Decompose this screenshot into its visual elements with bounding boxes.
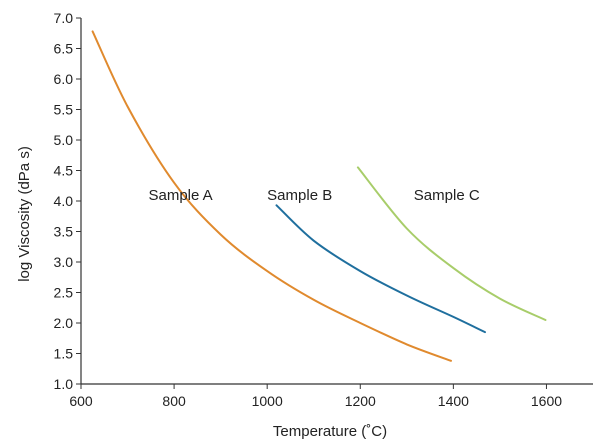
x-tick-label: 600 (69, 393, 93, 409)
y-tick-label: 2.5 (54, 285, 74, 301)
x-tick-label: 1000 (252, 393, 283, 409)
series-label-3: Sample C (414, 187, 480, 204)
y-tick-label: 3.5 (54, 224, 74, 240)
y-tick-label: 7.0 (54, 10, 74, 26)
y-tick-label: 5.5 (54, 102, 74, 118)
x-axis-title: Temperature (˚C) (273, 423, 387, 440)
series-labels: Sample A Sample B Sample C (148, 187, 479, 204)
y-tick-label: 5.0 (54, 132, 74, 148)
series-line-2 (275, 204, 486, 334)
x-tick-label: 1200 (345, 393, 376, 409)
y-tick-label: 4.0 (54, 193, 74, 209)
x-tick-label: 1400 (438, 393, 469, 409)
series-line-3 (356, 166, 547, 321)
y-tick-label: 3.0 (54, 254, 74, 270)
y-tick-label: 6.0 (54, 71, 74, 87)
y-tick-label: 6.5 (54, 41, 74, 57)
y-tick-label: 1.5 (54, 346, 74, 362)
y-tick-label: 2.0 (54, 315, 74, 331)
series-label-1: Sample A (148, 187, 212, 204)
series-label-2: Sample B (267, 187, 332, 204)
x-tick-label: 1600 (531, 393, 562, 409)
x-tick-label: 800 (162, 393, 186, 409)
y-tick-label: 1.0 (54, 376, 74, 392)
y-axis-title: log Viscosity (dPa s) (16, 146, 33, 282)
y-tick-label: 4.5 (54, 163, 74, 179)
series-lines (91, 30, 547, 362)
ticks: 600 800 1000 1200 1400 1600 1.0 1.5 2.0 2.5 3.0 3.5… (54, 10, 563, 409)
series-line-1 (91, 30, 452, 362)
